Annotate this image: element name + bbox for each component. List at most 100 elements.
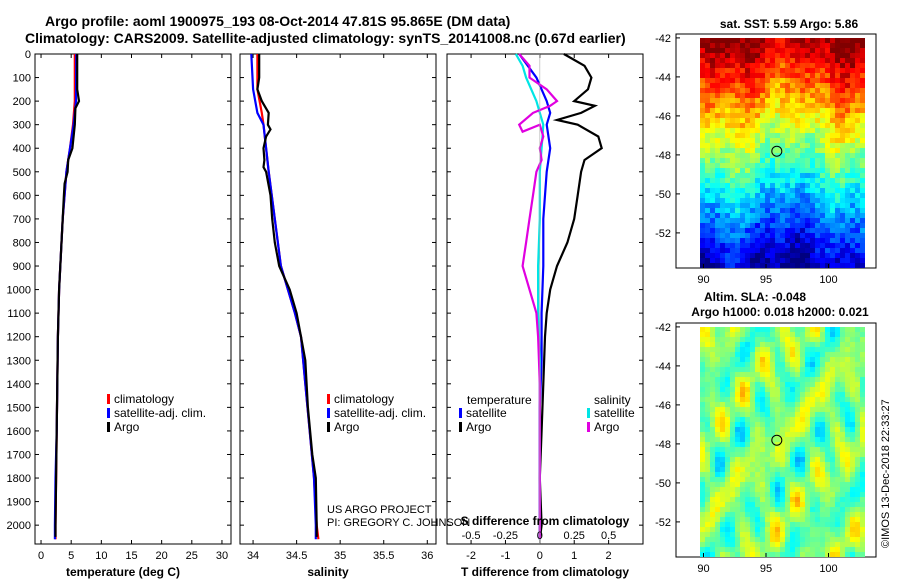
y-tick-label: 1100 xyxy=(7,308,31,320)
legend-label: satellite xyxy=(466,406,507,420)
map-y-tick-label: -42 xyxy=(655,33,671,45)
x-tick-label: 2 xyxy=(606,550,612,562)
map-y-tick-label: -48 xyxy=(655,439,671,451)
sla-map-title-1: Altim. SLA: -0.048 xyxy=(704,290,806,304)
series-line-t-argo xyxy=(538,53,603,540)
sla-map-title-2: Argo h1000: 0.018 h2000: 0.021 xyxy=(691,305,869,319)
top-tick-label: -0.5 xyxy=(462,530,481,542)
x-tick-label: 25 xyxy=(186,550,198,562)
top-tick-label: 0.25 xyxy=(564,530,585,542)
x-tick-label: 34 xyxy=(247,550,259,562)
y-tick-label: 2000 xyxy=(7,520,31,532)
legend-swatch xyxy=(327,394,330,404)
x-tick-label: 1 xyxy=(571,550,577,562)
top-tick-label: 0.5 xyxy=(601,530,616,542)
legend-swatch xyxy=(587,422,590,432)
y-tick-label: 1200 xyxy=(7,332,31,344)
y-tick-label: 200 xyxy=(13,96,31,108)
x-tick-label: 20 xyxy=(156,550,168,562)
legend-label: Argo xyxy=(334,420,360,434)
y-tick-label: 900 xyxy=(13,261,31,273)
map-x-tick-label: 95 xyxy=(760,274,772,286)
map-x-tick-label: 100 xyxy=(819,274,837,286)
sla-map: -42 -44 -46 -48 -50 -52 90 95 100 Altim. SLA: -0.… xyxy=(655,290,877,575)
legend-swatch xyxy=(107,408,110,418)
x-tick-label: 30 xyxy=(216,550,228,562)
legend-swatch xyxy=(459,408,462,418)
map-y-tick-label: -42 xyxy=(655,322,671,334)
map-y-tick-label: -50 xyxy=(655,189,671,201)
y-tick-label: 800 xyxy=(13,237,31,249)
legend-label: Argo xyxy=(466,420,492,434)
legend-swatch xyxy=(327,422,330,432)
x-tick-label: 5 xyxy=(68,550,74,562)
map-y-tick-label: -44 xyxy=(655,72,671,84)
x-axis-label: T difference from climatology xyxy=(461,565,629,579)
argo-position-marker xyxy=(771,145,783,157)
top-tick-label: -0.25 xyxy=(493,530,518,542)
series-line-t-satellite xyxy=(518,53,552,540)
x-tick-label: 35.5 xyxy=(373,550,394,562)
map-x-tick-label: 100 xyxy=(819,563,837,575)
project-label: US ARGO PROJECT xyxy=(327,504,432,516)
map-x-tick-label: 90 xyxy=(697,274,709,286)
x-tick-label: 35 xyxy=(334,550,346,562)
x-tick-label: -2 xyxy=(466,550,476,562)
legend-title-salinity: salinity xyxy=(594,393,631,407)
legend-label: climatology xyxy=(334,392,394,406)
legend-swatch xyxy=(107,394,110,404)
y-tick-label: 0 xyxy=(25,49,31,61)
legend-swatch xyxy=(587,408,590,418)
map-y-tick-label: -52 xyxy=(655,228,671,240)
legend-label: satellite-adj. clim. xyxy=(114,406,206,420)
map-x-tick-label: 95 xyxy=(760,563,772,575)
y-tick-label: 600 xyxy=(13,190,31,202)
argo-position-marker xyxy=(771,434,783,446)
map-field xyxy=(700,38,865,268)
map-y-tick-label: -44 xyxy=(655,361,671,373)
x-axis-label: salinity xyxy=(307,565,349,579)
y-tick-label: 500 xyxy=(13,167,31,179)
x-tick-label: 15 xyxy=(125,550,137,562)
y-tick-label: 1400 xyxy=(7,379,31,391)
x-tick-label: 36 xyxy=(421,550,433,562)
sst-map: -42 -44 -46 -48 -50 -52 90 95 100 sat. SST: 5.59 … xyxy=(655,17,877,286)
x-tick-label: 0 xyxy=(537,550,543,562)
series-line-s-argo xyxy=(517,53,559,540)
title-line-1: Argo profile: aoml 1900975_193 08-Oct-20… xyxy=(45,13,511,29)
map-y-tick-label: -52 xyxy=(655,517,671,529)
y-tick-label: 1800 xyxy=(7,473,31,485)
legend-label: satellite xyxy=(594,406,635,420)
x-axis-label: temperature (deg C) xyxy=(66,565,180,579)
y-tick-label: 1300 xyxy=(7,355,31,367)
pi-label: PI: GREGORY C. JOHNSON xyxy=(327,517,470,529)
map-y-tick-label: -46 xyxy=(655,111,671,123)
legend-label: climatology xyxy=(114,392,174,406)
series-line-climatology xyxy=(256,54,320,540)
y-tick-label: 300 xyxy=(13,120,31,132)
series-line-satellite-adj-clim- xyxy=(250,53,317,540)
panel-frame xyxy=(446,53,644,545)
y-tick-label: 1900 xyxy=(7,497,31,509)
top-tick-label: 0 xyxy=(537,530,543,542)
y-tick-label: 1700 xyxy=(7,449,31,461)
difference-panel: -2 -1 0 1 2 T difference from climatology S di… xyxy=(446,53,644,579)
map-y-tick-label: -46 xyxy=(655,400,671,412)
series-line-argo xyxy=(54,54,81,537)
legend-swatch xyxy=(327,408,330,418)
map-field xyxy=(700,327,865,557)
legend-label: Argo xyxy=(594,420,620,434)
map-y-tick-label: -48 xyxy=(655,150,671,162)
x-tick-label: 0 xyxy=(38,550,44,562)
salinity-panel: 34 34.5 35 35.5 36 salinity climatologysatelli… xyxy=(239,53,437,579)
map-x-tick-label: 90 xyxy=(697,563,709,575)
title-line-2: Climatology: CARS2009. Satellite-adjuste… xyxy=(25,30,626,46)
x-tick-label: 34.5 xyxy=(286,550,307,562)
top-axis-label: S difference from climatology xyxy=(461,514,630,528)
series-line-argo xyxy=(256,54,318,537)
legend-swatch xyxy=(459,422,462,432)
panel-frame xyxy=(34,53,232,545)
x-tick-label: -1 xyxy=(501,550,511,562)
y-tick-label: 1000 xyxy=(7,285,31,297)
